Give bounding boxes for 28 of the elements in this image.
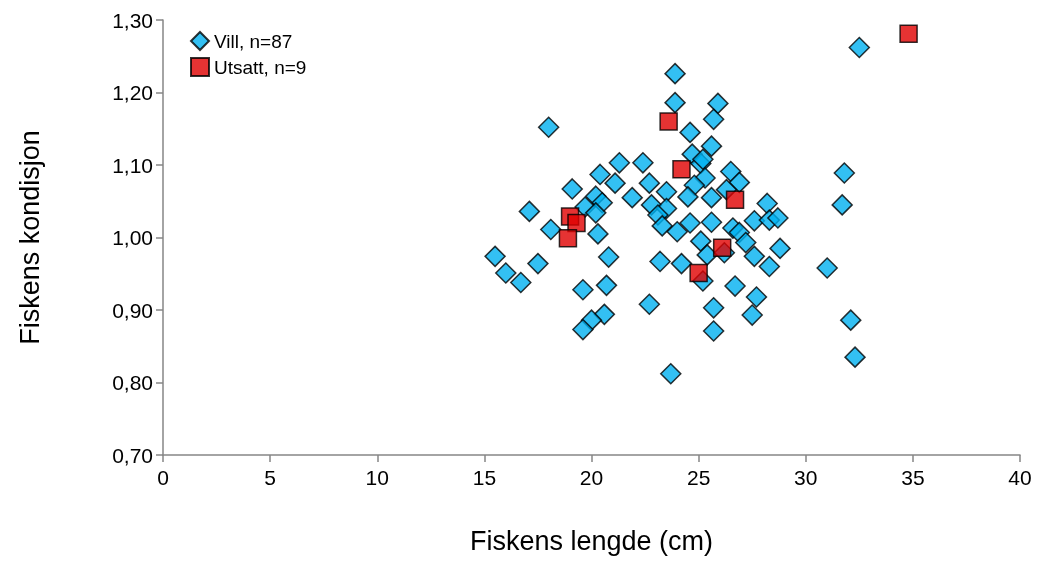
x-tick-label: 5 (264, 466, 276, 489)
y-tick-label: 0,80 (112, 371, 153, 394)
point (899, 24, 918, 44)
y-axis-title: Fiskens kondisjon (14, 130, 45, 345)
x-tick-label: 40 (1008, 466, 1032, 489)
point (558, 228, 578, 248)
legend-label: Vill, n=87 (214, 30, 293, 52)
x-tick-label: 30 (794, 466, 818, 489)
y-tick-label: 1,20 (112, 81, 153, 104)
x-axis-title: Fiskens lengde (cm) (469, 525, 714, 556)
y-tick-label: 1,10 (112, 153, 153, 177)
point (689, 263, 708, 283)
x-tick-label: 20 (579, 466, 604, 489)
x-tick-label: 10 (365, 466, 389, 489)
y-tick-label: 0,90 (112, 298, 153, 322)
point (567, 213, 586, 233)
y-tick-label: 1,30 (112, 8, 153, 32)
y-tick-label: 1,00 (112, 226, 153, 249)
point (672, 160, 691, 179)
legend-label: Utsatt, n=9 (214, 56, 307, 78)
y-tick-label: 0,70 (112, 443, 153, 467)
x-tick-label: 15 (472, 466, 497, 489)
x-tick-label: 25 (686, 466, 711, 489)
x-tick-label: 35 (901, 466, 925, 489)
x-tick-label: 0 (157, 466, 169, 489)
point (712, 238, 732, 257)
point (725, 190, 745, 210)
point (659, 112, 678, 131)
